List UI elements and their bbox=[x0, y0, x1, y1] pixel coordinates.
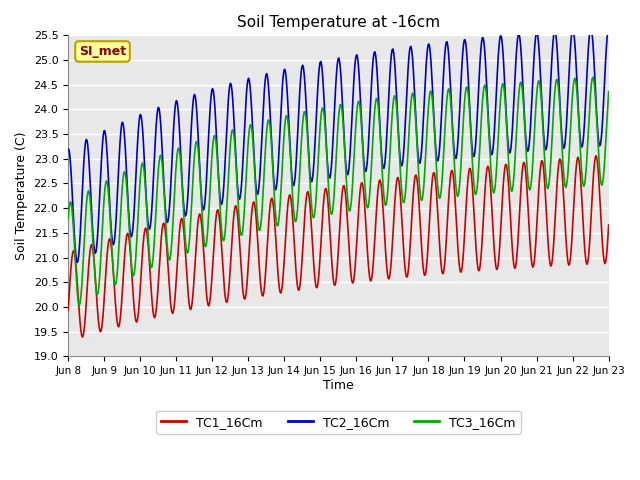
Text: SI_met: SI_met bbox=[79, 45, 126, 58]
X-axis label: Time: Time bbox=[323, 379, 354, 392]
Title: Soil Temperature at -16cm: Soil Temperature at -16cm bbox=[237, 15, 440, 30]
Legend: TC1_16Cm, TC2_16Cm, TC3_16Cm: TC1_16Cm, TC2_16Cm, TC3_16Cm bbox=[156, 411, 520, 434]
Y-axis label: Soil Temperature (C): Soil Temperature (C) bbox=[15, 132, 28, 260]
